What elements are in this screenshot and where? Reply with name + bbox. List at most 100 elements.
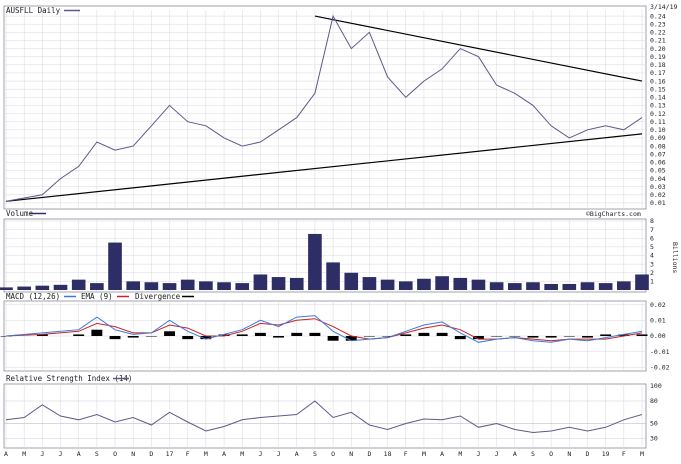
price-y-tick-labels: 0.240.230.220.210.200.190.180.170.160.15… [650,12,666,207]
volume-y-tick: 8 [650,217,654,225]
trendline [5,133,643,202]
x-tick-label: J [258,450,262,458]
volume-bar [544,283,558,290]
x-tick-label: F [186,450,190,458]
volume-bar [417,278,431,290]
x-tick-label: S [95,450,99,458]
x-tick-label: A [440,450,444,458]
macd-y-tick: 0.00 [650,332,666,340]
volume-bar [453,277,468,290]
volume-unit-label: Billions [671,242,679,273]
divergence-bar [36,334,48,336]
price-y-tick: 0.07 [650,150,666,158]
divergence-bar [91,329,103,336]
macd-y-tick: 0.02 [650,301,666,309]
divergence-bar [600,334,612,336]
volume-bar [71,279,86,290]
divergence-bar [418,332,430,336]
price-y-tick: 0.02 [650,191,666,199]
divergence-bar [454,336,466,340]
volume-bars [0,233,649,290]
x-tick-label: 17 [166,450,174,458]
price-y-tick: 0.17 [650,69,666,77]
volume-y-tick: 2 [650,269,654,277]
divergence-bar [127,336,139,338]
volume-bar [53,284,68,290]
price-y-tick: 0.14 [650,94,666,102]
x-tick-label: A [222,450,226,458]
x-tick-label: M [240,450,244,458]
price-y-tick: 0.22 [650,29,666,37]
divergence-bar [363,336,375,337]
volume-bar [580,282,595,290]
x-tick-label: J [40,450,44,458]
volume-bar [90,283,104,290]
volume-bar [0,287,13,290]
macd-ema-line [5,318,643,342]
price-y-tick: 0.20 [650,45,666,53]
divergence-bar [254,332,266,336]
divergence-bar [527,336,539,338]
volume-bar [17,286,31,290]
x-tick-label: A [77,450,81,458]
price-y-tick: 0.05 [650,167,666,175]
divergence-bar [509,336,521,337]
x-tick-label: S [313,450,317,458]
divergence-bar [636,334,648,336]
volume-bar [180,279,195,290]
macd-y-tick-labels: 0.02 0.01 0.00 -0.01 -0.02 [650,301,670,372]
volume-bar [362,277,377,290]
x-tick-label: M [458,450,462,458]
price-y-tick: 0.21 [650,37,666,45]
x-tick-label: S [531,450,535,458]
divergence-bar [345,336,357,341]
x-tick-label: D [149,450,153,458]
price-y-tick: 0.06 [650,159,666,167]
volume-bar [253,274,268,290]
divergence-bar [236,334,248,336]
divergence-bar [309,332,321,336]
divergence-bar [273,336,285,338]
divergence-bar [545,336,557,338]
volume-title: Volume [6,209,34,218]
volume-bar [126,281,141,290]
volume-y-tick: 4 [650,252,654,260]
price-line [5,14,643,202]
volume-bar [380,279,395,290]
x-tick-label: O [331,450,335,458]
price-y-tick: 0.09 [650,134,666,142]
divergence-bar [73,334,85,336]
macd-grid [4,301,646,371]
x-tick-label: J [495,450,499,458]
volume-bar [435,276,449,290]
price-y-tick: 0.18 [650,61,666,69]
divergence-bar [182,336,194,340]
price-y-tick: 0.11 [650,118,666,126]
volume-bar [344,272,359,290]
volume-y-tick: 5 [650,243,654,251]
date-label: 3/14/19 [650,3,677,11]
macd-line [5,315,643,343]
volume-bar [199,281,213,290]
volume-bar [289,277,304,290]
price-y-tick: 0.03 [650,183,666,191]
x-tick-label: A [513,450,517,458]
macd-legend-ema-label: EMA (9) [81,292,113,301]
volume-bar [617,281,631,290]
price-trendlines [5,15,643,202]
volume-bar [507,283,522,290]
rsi-y-tick: 50 [650,420,658,428]
x-tick-label: D [586,450,590,458]
macd-legend-div-label: Divergence [135,292,181,301]
volume-y-tick: 1 [650,278,654,286]
divergence-bar [491,336,503,337]
price-y-tick: 0.12 [650,110,666,118]
macd-y-tick: -0.02 [650,364,670,372]
x-tick-label: J [476,450,480,458]
volume-bar [598,283,613,290]
x-tick-label: O [549,450,553,458]
x-tick-label: F [404,450,408,458]
divergence-bar [436,332,448,336]
